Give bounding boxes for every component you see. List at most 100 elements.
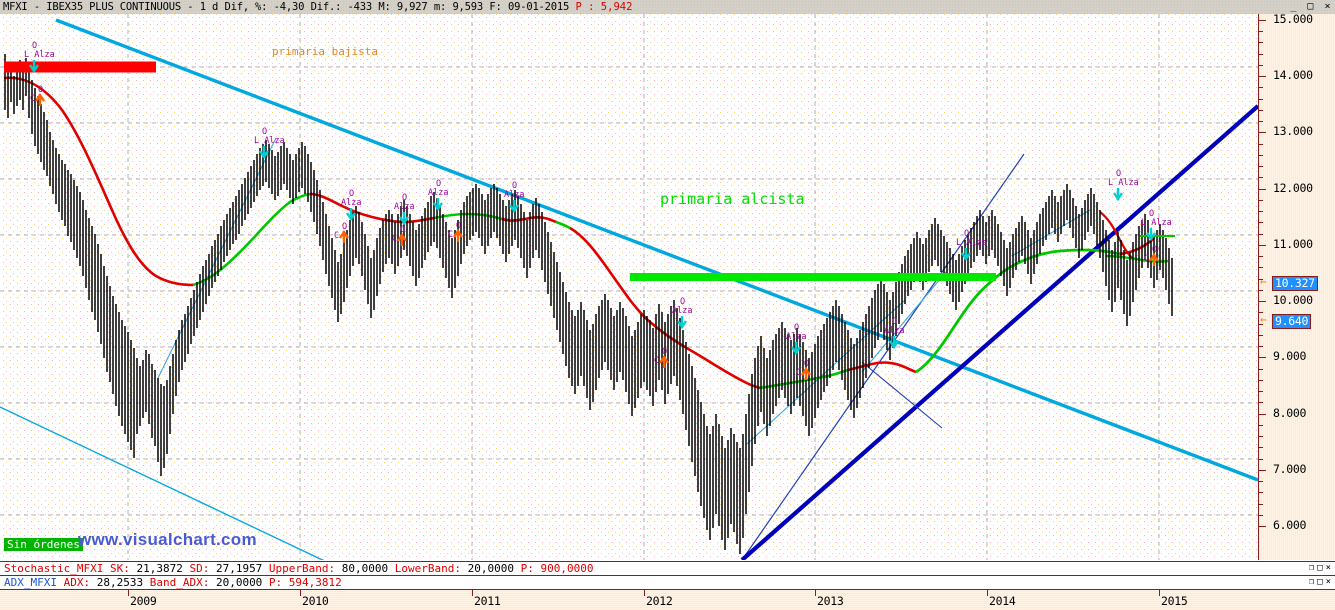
- indicator-panel-stochastic[interactable]: Stochastic_MFXI SK: 21,3872 SD: 27,1957 …: [0, 561, 1335, 575]
- price-axis[interactable]: 15.000 14.000 13.000 12.000 11.000 10.000 9.00…: [1258, 14, 1335, 560]
- title-dash-1: -: [33, 1, 40, 13]
- price-marker-badge[interactable]: 10.327: [1272, 276, 1318, 291]
- indicator-restore-button[interactable]: ❐: [1308, 577, 1316, 587]
- price-tick-minor: [1259, 234, 1263, 235]
- price-tick-minor: [1259, 436, 1263, 437]
- indicator-field-value: 28,2533: [90, 576, 144, 589]
- price-tick-minor: [1259, 177, 1263, 178]
- minor-trendline-descending: [861, 361, 943, 429]
- indicator-name: ADX_MFXI: [4, 576, 57, 589]
- time-tick: [987, 590, 988, 596]
- price-tick-minor: [1259, 31, 1263, 32]
- time-tick: [128, 590, 129, 596]
- price-tick: [1259, 357, 1266, 358]
- signal-label: L Alza: [24, 50, 55, 60]
- trendline-primary-bearish-upper: [55, 18, 1258, 482]
- price-tick-label: 6.000: [1273, 518, 1307, 532]
- moving-average-green-2: [433, 212, 503, 221]
- indicator-field-value: 20,0000: [209, 576, 263, 589]
- signal-label: Alza: [672, 306, 692, 316]
- signal-label: L Alza: [1108, 178, 1139, 188]
- price-tick-label: 10.000: [1273, 293, 1313, 307]
- title-dash-2: -: [187, 1, 194, 13]
- signal-label: Alza: [341, 198, 361, 208]
- indicator-close-button[interactable]: ×: [1325, 563, 1332, 573]
- signal-arrow-up-icon: [801, 366, 811, 380]
- trendline-primary-bullish-support: [740, 104, 1258, 560]
- price-tick-minor: [1259, 87, 1263, 88]
- signal-label: Alza: [504, 190, 524, 200]
- signal-label: C: [448, 230, 453, 240]
- annotation-primaria-alcista: primaria alcista: [660, 190, 805, 208]
- price-tick-minor: [1259, 324, 1263, 325]
- signal-arrow-down-icon: [433, 198, 443, 212]
- signal-order-glyph: O: [436, 179, 441, 189]
- signal-arrow-down-icon: [509, 200, 519, 214]
- price-tick-label: 8.000: [1273, 406, 1307, 420]
- price-marker-arrow-icon: ←: [1260, 275, 1267, 288]
- signal-order-glyph: O: [349, 189, 354, 199]
- price-tick-minor: [1259, 222, 1263, 223]
- trade-signal: OC: [1144, 245, 1159, 266]
- min-value: 9,593: [452, 1, 484, 13]
- signal-label: Alza: [884, 326, 904, 336]
- price-tick-minor: [1259, 144, 1263, 145]
- price-bars: [4, 54, 1173, 554]
- indicator-field-value: 20,0000: [461, 562, 514, 575]
- signal-arrow-up-icon: [1149, 252, 1159, 266]
- dif-value: -433: [347, 1, 373, 13]
- signal-label: L Alza: [1141, 218, 1172, 228]
- maximize-button[interactable]: □: [1307, 1, 1315, 12]
- signal-order-glyph: O: [400, 225, 405, 235]
- signal-label: L Alza: [254, 136, 285, 146]
- trade-signal: OC: [30, 85, 45, 106]
- signal-order-glyph: O: [662, 347, 667, 357]
- indicator-field-value: 21,3872: [129, 562, 183, 575]
- indicator-panel-adx[interactable]: ADX_MFXI ADX: 28,2533 Band_ADX: 20,0000 …: [0, 575, 1335, 589]
- dif-pct-value: -4,30: [273, 1, 305, 13]
- price-tick-label: 11.000: [1273, 237, 1313, 251]
- timeframe-label: 1 d: [199, 1, 219, 13]
- indicator-maximize-button[interactable]: □: [1317, 563, 1324, 573]
- price-tick-label: 9.000: [1273, 349, 1307, 363]
- price-tick: [1259, 470, 1266, 471]
- indicator-restore-button[interactable]: ❐: [1308, 563, 1316, 573]
- time-tick: [815, 590, 816, 596]
- price-tick-minor: [1259, 391, 1263, 392]
- price-tick-minor: [1259, 402, 1263, 403]
- indicator-close-button[interactable]: ×: [1325, 577, 1332, 587]
- indicator-maximize-button[interactable]: □: [1317, 577, 1324, 587]
- price-tick-minor: [1259, 99, 1263, 100]
- moving-average-red-5: [847, 361, 917, 374]
- signal-order-glyph: O: [262, 127, 267, 137]
- close-button[interactable]: ×: [1324, 1, 1332, 12]
- signal-order-glyph: O: [964, 229, 969, 239]
- minimize-button[interactable]: _: [1290, 1, 1298, 12]
- price-tick-minor: [1259, 447, 1263, 448]
- status-badge-no-orders: Sin órdenes: [4, 538, 83, 551]
- time-tick-label: 2014: [989, 594, 1016, 608]
- indicator-field-key: P:: [514, 562, 534, 575]
- indicator-field-key: ADX:: [56, 576, 91, 589]
- signal-label: C: [654, 356, 659, 366]
- signal-label: C: [334, 231, 339, 241]
- period-key: P :: [575, 1, 595, 13]
- signal-label: C: [796, 368, 801, 378]
- price-marker-badge[interactable]: 9.640: [1272, 314, 1312, 329]
- grid-vertical: [127, 14, 1160, 560]
- price-tick-minor: [1259, 290, 1263, 291]
- signal-arrow-down-icon: [889, 336, 899, 350]
- signal-label: Alza: [428, 188, 448, 198]
- signal-order-glyph: O: [342, 222, 347, 232]
- signal-arrow-down-icon: [259, 146, 269, 160]
- trade-signal: OC: [654, 347, 669, 368]
- time-axis[interactable]: 2009 2010 2011 2012 2013 2014 2015: [0, 589, 1335, 610]
